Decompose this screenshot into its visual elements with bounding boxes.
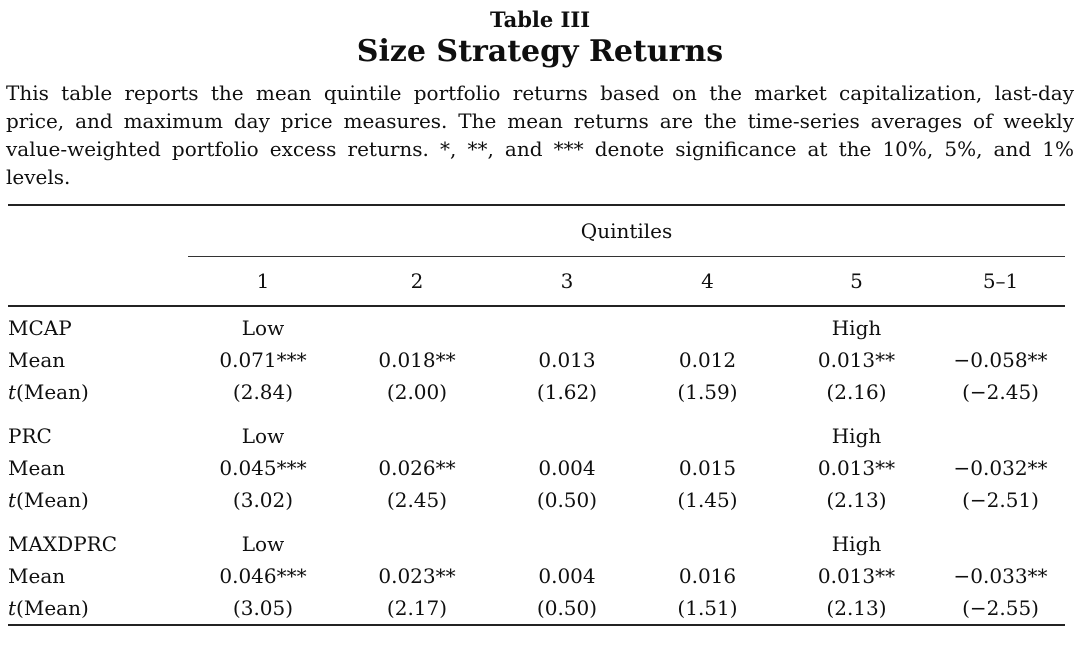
table-row-group-label: PRC Low High (8, 408, 1065, 452)
table-cell: (1.59) (677, 380, 738, 404)
table-cell: 0.013** (817, 564, 896, 588)
quintiles-header: Quintiles (188, 205, 1066, 257)
table-cell: 0.004 (538, 456, 596, 480)
table-cell: (0.50) (536, 596, 598, 620)
table-row-group-label: MAXDPRC Low High (8, 516, 1065, 560)
table-cell: (−2.51) (962, 488, 1039, 512)
results-table: Quintiles 1 2 3 4 5 5–1 MCAP Low High (8, 204, 1066, 626)
table-row-mean: Mean 0.071*** 0.018** 0.013 0.012 0.013*… (8, 344, 1065, 376)
table-cell-empty (338, 408, 496, 452)
row-label-tstat: t(Mean) (8, 592, 188, 625)
table-cell-empty (338, 306, 496, 344)
table-cell-empty (496, 408, 638, 452)
caption-line: levels. (6, 165, 71, 189)
table-cell: (2.00) (386, 380, 448, 404)
table-row-tstat: t(Mean) (3.02) (2.45) (0.50) (1.45) (2.1… (8, 484, 1065, 516)
row-label-group: MCAP (8, 316, 72, 340)
table-cell: 0.012 (678, 348, 737, 372)
table-cell: 0.013 (538, 348, 596, 372)
table-cell: (3.02) (232, 488, 294, 512)
t-italic: t (8, 488, 17, 512)
table-cell: 0.023** (378, 564, 456, 588)
t-italic: t (8, 380, 17, 404)
table-cell: (2.45) (386, 488, 448, 512)
table-cell: (2.17) (386, 596, 448, 620)
column-header: 3 (496, 256, 638, 307)
row-label-tstat: t(Mean) (8, 376, 188, 408)
table-cell: (1.45) (677, 488, 738, 512)
table-cell: (2.13) (826, 488, 887, 512)
table-row-tstat: t(Mean) (2.84) (2.00) (1.62) (1.59) (2.1… (8, 376, 1065, 408)
table-cell: 0.016 (678, 564, 737, 588)
row-label-mean: Mean (8, 348, 66, 372)
column-header: 4 (638, 256, 777, 307)
table-row-group-header: Quintiles (8, 205, 1066, 257)
table-cell-empty (936, 408, 1065, 452)
table-cell: (2.16) (826, 380, 887, 404)
table-cell: 0.015 (678, 456, 737, 480)
table-cell: 0.013** (817, 456, 896, 480)
low-label: Low (241, 532, 285, 556)
table-cell: −0.058** (953, 348, 1048, 372)
table-title: Size Strategy Returns (356, 34, 724, 69)
high-label: High (831, 424, 882, 448)
table-cell-empty (638, 408, 777, 452)
table-cell: (1.62) (536, 380, 598, 404)
table-cell-empty (338, 516, 496, 560)
column-header: 1 (188, 256, 338, 307)
table-row-mean: Mean 0.045*** 0.026** 0.004 0.015 0.013*… (8, 452, 1065, 484)
table-cell: 0.026** (378, 456, 456, 480)
row-label-group: MAXDPRC (8, 532, 118, 556)
table-cell: 0.013** (817, 348, 896, 372)
column-header: 2 (338, 256, 496, 307)
table-cell-empty (638, 516, 777, 560)
table-row-mean: Mean 0.046*** 0.023** 0.004 0.016 0.013*… (8, 560, 1065, 592)
column-header: 5–1 (936, 256, 1066, 307)
table-row-group-label: MCAP Low High (8, 306, 1065, 344)
table-cell: (2.84) (232, 380, 294, 404)
table-row-tstat: t(Mean) (3.05) (2.17) (0.50) (1.51) (2.1… (8, 592, 1065, 625)
table-cell-empty (936, 516, 1065, 560)
t-suffix: (Mean) (16, 488, 89, 512)
table-cell: (2.13) (826, 596, 887, 620)
table-caption: This table reports the mean quintile por… (6, 79, 1074, 191)
table-cell-empty (8, 256, 188, 307)
table-cell-empty (638, 306, 777, 344)
row-label-mean: Mean (8, 456, 66, 480)
table-cell: 0.018** (378, 348, 456, 372)
t-suffix: (Mean) (16, 380, 89, 404)
table-cell-empty (8, 205, 188, 257)
table-row-column-headers: 1 2 3 4 5 5–1 (8, 256, 1066, 307)
row-label-group: PRC (8, 424, 52, 448)
table-cell: 0.045*** (219, 456, 307, 480)
table-cell: (3.05) (232, 596, 294, 620)
table-cell: −0.032** (953, 456, 1048, 480)
table-cell: (−2.45) (962, 380, 1039, 404)
t-italic: t (8, 596, 17, 620)
caption-line: price, and maximum day price measures. T… (6, 109, 1074, 133)
caption-line: value-weighted portfolio excess returns.… (6, 137, 1074, 161)
table-cell: 0.071*** (219, 348, 307, 372)
low-label: Low (241, 316, 285, 340)
row-label-tstat: t(Mean) (8, 484, 188, 516)
table-cell: (1.51) (677, 596, 738, 620)
table-cell: (−2.55) (962, 596, 1039, 620)
table-cell: −0.033** (953, 564, 1048, 588)
table-cell: (0.50) (536, 488, 598, 512)
low-label: Low (241, 424, 285, 448)
t-suffix: (Mean) (16, 596, 89, 620)
caption-line: This table reports the mean quintile por… (6, 81, 1074, 105)
table-cell: 0.004 (538, 564, 596, 588)
high-label: High (831, 532, 882, 556)
table-cell-empty (496, 516, 638, 560)
high-label: High (831, 316, 882, 340)
table-cell: 0.046*** (219, 564, 307, 588)
column-header: 5 (777, 256, 936, 307)
row-label-mean: Mean (8, 564, 66, 588)
table-cell-empty (496, 306, 638, 344)
table-number: Table III (489, 7, 591, 32)
table-cell-empty (936, 306, 1065, 344)
